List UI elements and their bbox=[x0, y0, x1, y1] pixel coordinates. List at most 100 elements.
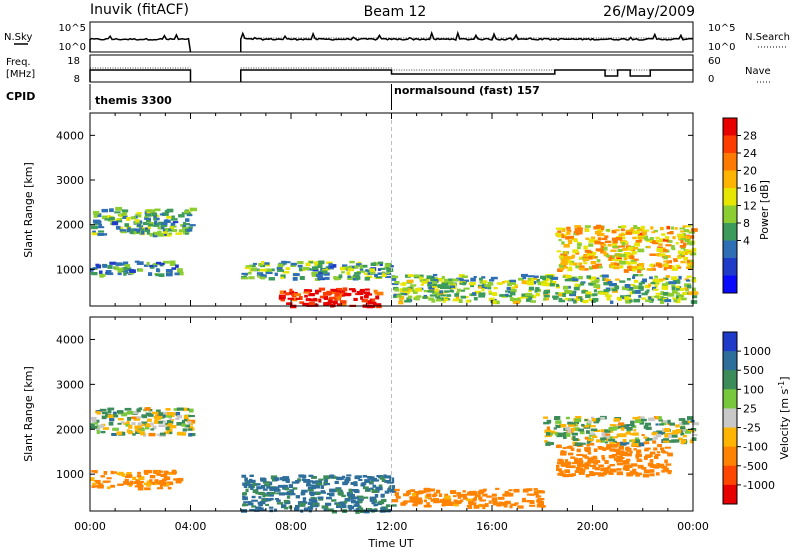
power-cell bbox=[381, 273, 387, 278]
velocity-cell bbox=[269, 497, 274, 501]
power-cell bbox=[472, 292, 477, 296]
power-cell bbox=[639, 268, 643, 271]
power-cell bbox=[312, 303, 319, 307]
power-cell bbox=[370, 262, 376, 266]
power-cell bbox=[123, 267, 128, 270]
velocity-cell bbox=[362, 486, 369, 490]
freq-frame bbox=[89, 54, 694, 83]
power-cell bbox=[154, 233, 159, 236]
power-cell bbox=[360, 264, 368, 268]
velocity-cell bbox=[560, 473, 566, 477]
power-cell bbox=[621, 242, 626, 246]
power-cell bbox=[470, 284, 475, 288]
velocity-cell bbox=[664, 467, 669, 471]
velocity-cell bbox=[102, 427, 110, 430]
velocity-cell bbox=[326, 492, 334, 496]
velocity-cell bbox=[132, 410, 139, 415]
velocity-cell bbox=[558, 424, 566, 428]
power-cell bbox=[402, 287, 409, 292]
velocity-cell bbox=[384, 490, 390, 494]
power-ytick-label: 1000 bbox=[56, 263, 84, 276]
power-cell bbox=[187, 226, 193, 229]
freq-tick-bottom: 8 bbox=[74, 74, 80, 85]
velocity-cell bbox=[453, 495, 457, 498]
power-cell bbox=[385, 275, 392, 279]
velocity-cell bbox=[311, 476, 317, 479]
velocity-cell bbox=[355, 503, 360, 507]
time-tick-label: 08:00 bbox=[275, 520, 307, 533]
velocity-cell bbox=[419, 490, 427, 494]
velocity-cell bbox=[171, 471, 177, 474]
velocity-cell bbox=[649, 473, 655, 477]
power-cell bbox=[535, 292, 540, 297]
velocity-ytick-label: 3000 bbox=[56, 378, 84, 391]
velocity-cell bbox=[107, 409, 112, 414]
power-cell bbox=[115, 218, 120, 222]
velocity-cell bbox=[347, 478, 351, 481]
velocity-cell bbox=[584, 436, 589, 440]
power-cell bbox=[99, 270, 103, 275]
power-cell bbox=[276, 266, 283, 271]
velocity-cell bbox=[586, 430, 590, 434]
power-cell bbox=[279, 290, 284, 295]
power-cell bbox=[663, 260, 669, 263]
power-cell bbox=[172, 221, 179, 224]
power-cell bbox=[163, 219, 171, 223]
power-cell bbox=[365, 293, 373, 296]
power-cell bbox=[280, 296, 286, 300]
velocity-cell bbox=[125, 474, 133, 478]
power-cell bbox=[573, 286, 580, 291]
velocity-cell bbox=[641, 418, 647, 422]
power-cell bbox=[634, 258, 639, 261]
power-cell bbox=[420, 283, 424, 286]
velocity-cell bbox=[403, 493, 410, 497]
velocity-cell bbox=[189, 425, 194, 430]
power-cell bbox=[365, 269, 369, 272]
velocity-cell bbox=[460, 493, 467, 498]
velocity-cell bbox=[140, 485, 144, 488]
velocity-cell bbox=[181, 419, 186, 424]
power-cell bbox=[510, 298, 518, 301]
velocity-cell bbox=[556, 464, 560, 468]
power-cell bbox=[573, 299, 577, 304]
velocity-cell bbox=[128, 424, 133, 429]
velocity-cell bbox=[593, 462, 599, 465]
power-cell bbox=[604, 235, 609, 238]
velocity-cell bbox=[173, 478, 179, 481]
power-cell bbox=[118, 263, 126, 266]
power-cell bbox=[133, 228, 141, 233]
power-cell bbox=[679, 287, 685, 291]
velocity-cell bbox=[620, 441, 627, 446]
velocity-cell bbox=[155, 472, 159, 475]
power-cell bbox=[678, 275, 682, 280]
power-cell bbox=[428, 297, 435, 301]
power-cell bbox=[597, 228, 604, 232]
power-cell bbox=[567, 235, 575, 240]
power-cell bbox=[562, 266, 569, 269]
power-cell bbox=[602, 291, 609, 295]
power-cell bbox=[637, 248, 645, 253]
power-cell bbox=[636, 227, 644, 232]
power-cell bbox=[663, 249, 668, 253]
velocity-cell bbox=[643, 469, 650, 474]
velocity-cell bbox=[116, 410, 124, 414]
power-cell bbox=[618, 233, 626, 237]
power-cell bbox=[295, 297, 300, 300]
power-cell bbox=[98, 223, 102, 227]
power-cell bbox=[436, 290, 444, 294]
power-cell bbox=[510, 282, 517, 285]
velocity-cell bbox=[589, 471, 594, 475]
power-cell bbox=[526, 280, 533, 284]
power-cell bbox=[612, 240, 618, 244]
velocity-cell bbox=[331, 499, 337, 502]
power-cell bbox=[144, 229, 150, 232]
velocity-cell bbox=[609, 442, 616, 445]
power-cell bbox=[153, 231, 160, 234]
power-cell bbox=[465, 299, 470, 303]
velocity-cell bbox=[269, 487, 276, 491]
power-cell bbox=[557, 233, 562, 238]
power-cell bbox=[330, 288, 338, 292]
velocity-cell bbox=[631, 423, 635, 428]
power-cell bbox=[663, 277, 669, 281]
velocity-cell bbox=[653, 447, 658, 451]
